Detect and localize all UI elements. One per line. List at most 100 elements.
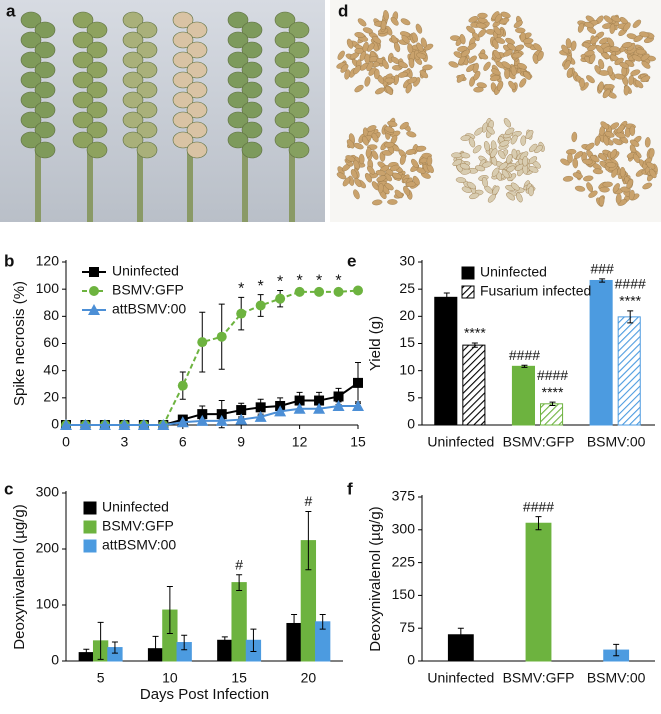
marker	[333, 286, 344, 297]
marker	[216, 331, 227, 342]
grain	[452, 159, 463, 167]
spikelet	[186, 121, 208, 139]
grain	[416, 42, 424, 53]
legend-label: attBSMV:00	[102, 537, 176, 553]
grain	[357, 18, 367, 27]
spikelet	[72, 31, 94, 49]
y-tick-label: 100	[36, 280, 60, 296]
grain	[411, 158, 419, 168]
photo-a: a	[0, 0, 325, 222]
grain	[516, 192, 523, 203]
spikelet	[122, 71, 144, 89]
spikelet	[122, 111, 144, 129]
spikelet	[227, 11, 249, 29]
grain	[648, 148, 655, 159]
grain	[460, 49, 471, 58]
grain	[375, 170, 386, 176]
grain	[456, 74, 465, 83]
marker	[137, 419, 150, 430]
grain	[353, 189, 360, 200]
error-bar	[250, 628, 257, 652]
legend-label: BSMV:GFP	[112, 282, 184, 298]
x-tick-label: 5	[97, 670, 105, 686]
marker	[255, 402, 266, 413]
grain	[384, 141, 395, 148]
grain	[533, 43, 542, 52]
spikelet	[227, 91, 249, 109]
y-tick-label: 40	[43, 361, 59, 377]
annotation: ####	[509, 347, 540, 363]
x-tick-label: 10	[162, 670, 178, 686]
spikelet	[227, 131, 249, 149]
spikelet	[274, 131, 296, 149]
grain	[649, 168, 657, 179]
grain	[408, 57, 415, 69]
spikelet	[288, 41, 310, 59]
stem	[137, 150, 143, 222]
y-tick-label: 375	[392, 488, 416, 504]
series-line	[66, 404, 358, 426]
grain	[561, 44, 570, 54]
grain	[611, 15, 621, 23]
y-tick-label: 5	[407, 389, 415, 405]
grain	[528, 166, 539, 173]
spikelet	[34, 121, 56, 139]
y-tick-label: 300	[392, 521, 416, 537]
grain	[567, 152, 573, 164]
grain	[481, 176, 488, 188]
grain	[353, 142, 364, 150]
y-axis-title: Spike necrosis (%)	[11, 281, 28, 406]
grain	[586, 75, 595, 84]
grain	[346, 38, 354, 49]
grain	[385, 85, 394, 95]
spikelet	[172, 51, 194, 69]
x-tick-label: Uninfected	[427, 670, 494, 686]
spikelet	[86, 121, 108, 139]
spikelet	[241, 141, 263, 159]
grain	[602, 181, 613, 188]
grain	[466, 25, 476, 34]
spikelet	[241, 101, 263, 119]
grain	[497, 149, 506, 160]
spikelet	[172, 71, 194, 89]
grain	[472, 62, 479, 73]
chart: e 0 5 10 15 20 25 30 Yield (g) Uninfected BSMV:GFP…	[347, 251, 655, 450]
marker	[176, 416, 189, 428]
grain	[566, 67, 573, 78]
grain	[621, 41, 633, 48]
grain	[384, 182, 394, 191]
grain	[383, 10, 389, 21]
annotation: *	[238, 281, 244, 298]
marker	[79, 419, 92, 430]
error-bar	[111, 641, 118, 654]
marker	[235, 413, 248, 425]
spikelet	[288, 121, 310, 139]
grain	[407, 76, 418, 84]
spikelet	[34, 81, 56, 99]
spikelet	[288, 61, 310, 79]
grain	[371, 150, 379, 160]
spikelet	[34, 21, 56, 39]
grain	[628, 189, 635, 201]
grain	[358, 153, 365, 165]
grain	[346, 139, 355, 149]
spikelet	[288, 101, 310, 119]
annotation: ****	[542, 384, 564, 400]
grain	[508, 80, 516, 90]
grain	[582, 158, 593, 165]
chart: f 0 75 150 225 300 375 Deoxynivalenol (µg/g) Uni…	[347, 479, 655, 686]
y-tick-label: 60	[43, 334, 59, 350]
grain	[416, 52, 427, 59]
spikelet	[186, 41, 208, 59]
error-bar	[521, 364, 528, 368]
panel-label: c	[4, 479, 13, 498]
grain	[619, 166, 626, 178]
grain	[616, 124, 625, 134]
grain	[426, 155, 433, 167]
grain	[362, 135, 369, 146]
annotation: ###	[590, 261, 614, 277]
grain	[460, 135, 471, 141]
grain	[337, 50, 345, 60]
grain	[373, 68, 380, 80]
grain	[483, 141, 490, 152]
